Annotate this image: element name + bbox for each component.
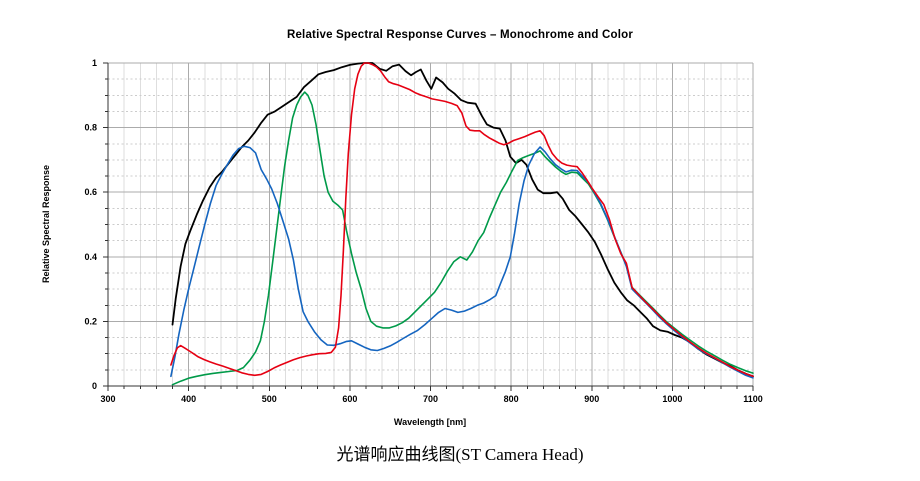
y-tick-label: 0.6 [84,187,97,197]
x-tick-label: 700 [423,394,438,404]
x-tick-label: 800 [504,394,519,404]
series-curve-red [170,62,754,378]
y-tick-labels: 0 0.2 0.4 0.6 0.8 1 [84,58,97,391]
y-tick-label: 0 [92,381,97,391]
chart-canvas: 300 400 500 600 700 800 900 1000 1100 0 0.2 0.4 0.6… [41,58,763,427]
x-axis-label: Wavelength [nm] [394,417,466,427]
axes [103,62,754,391]
y-tick-label: 0.8 [84,123,97,133]
x-tick-label: 600 [342,394,357,404]
y-tick-label: 0.4 [84,252,97,262]
series-curve-monochrome [171,62,754,378]
series-curve-blue [170,145,754,379]
x-tick-label: 900 [584,394,599,404]
figure-caption: 光谱响应曲线图(ST Camera Head) [336,445,584,464]
y-tick-label: 1 [92,58,97,68]
x-tick-labels: 300 400 500 600 700 800 900 1000 1100 [100,394,762,404]
y-tick-label: 0.2 [84,316,97,326]
series-curves [170,62,754,386]
x-tick-label: 1100 [743,394,763,404]
x-tick-label: 500 [262,394,277,404]
x-tick-label: 1000 [662,394,682,404]
x-tick-label: 300 [100,394,115,404]
x-tick-label: 400 [181,394,196,404]
chart-title: Relative Spectral Response Curves – Mono… [286,29,634,41]
y-axis-label: Relative Spectral Response [41,165,51,283]
